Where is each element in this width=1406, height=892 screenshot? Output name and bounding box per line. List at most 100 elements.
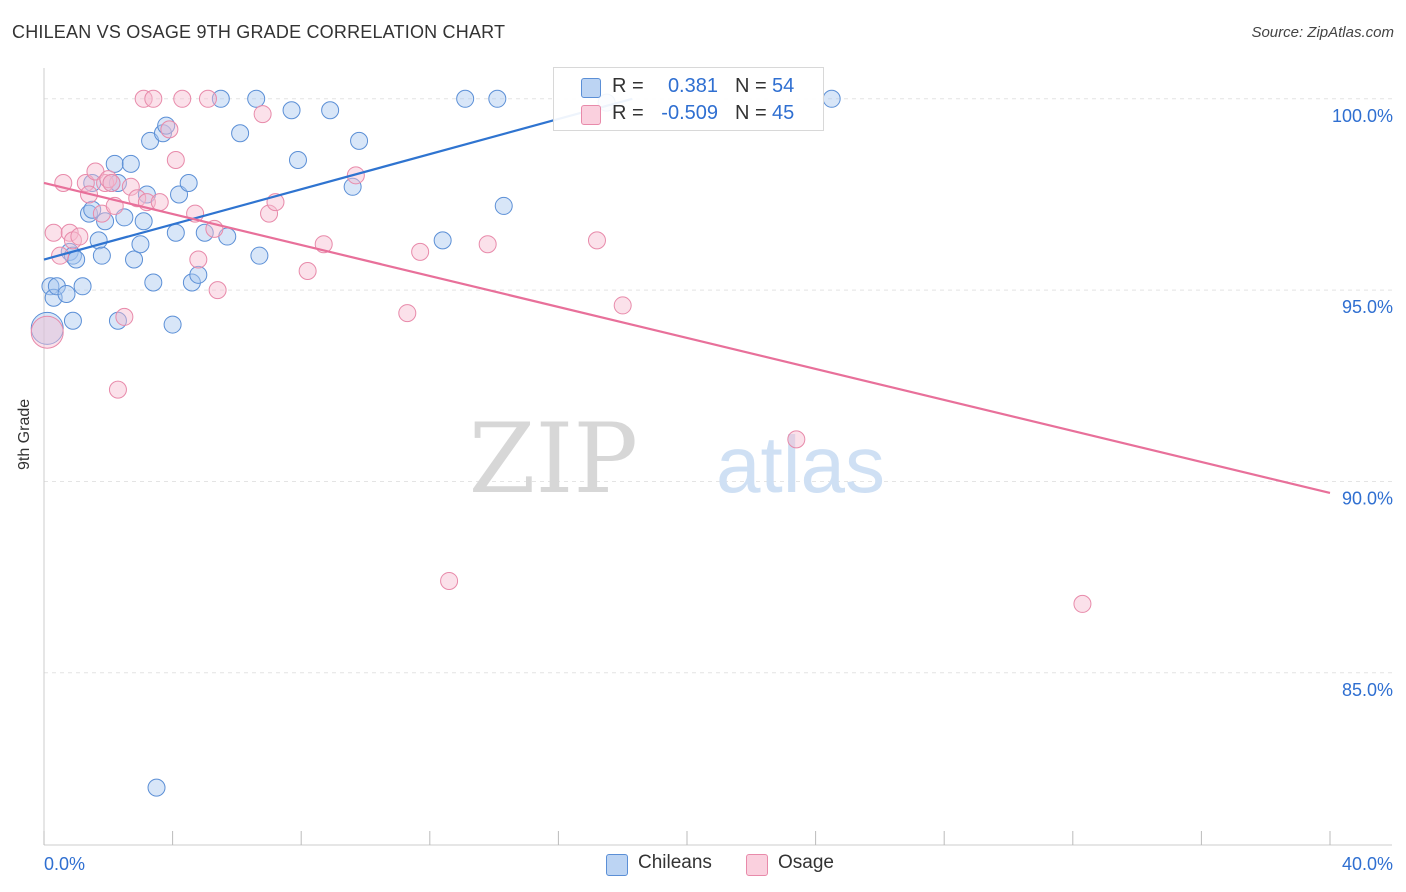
osage-point [144, 89, 163, 108]
legend-n-label: N = [735, 75, 767, 97]
osage-point [1073, 594, 1092, 613]
y-tick-label: 85.0% [1342, 680, 1393, 700]
legend-r-label: R = [612, 75, 644, 97]
osage-point [260, 204, 279, 223]
chilean-point [170, 185, 189, 204]
watermark: ZIP atlas [469, 403, 885, 515]
y-axis-label: 9th Grade [16, 398, 33, 470]
y-tick-label: 95.0% [1342, 297, 1393, 317]
grid-lines [44, 98, 1392, 674]
osage-point [478, 235, 497, 254]
chilean-point [125, 250, 144, 269]
trend-lines [43, 97, 1331, 495]
legend-swatch-pink [581, 105, 601, 125]
chilean-point [182, 273, 201, 292]
x-tick-label: 40.0% [1342, 854, 1393, 874]
legend-swatch-blue [606, 854, 628, 876]
chilean-point [131, 235, 150, 254]
watermark-atlas: atlas [716, 420, 885, 509]
osage-point [166, 151, 185, 170]
chilean-point [343, 177, 362, 196]
osage-point [44, 223, 63, 242]
chilean-point [57, 284, 76, 303]
legend-label-osage: Osage [778, 852, 834, 873]
chilean-point [250, 246, 269, 265]
chilean-point [189, 265, 208, 284]
chilean-point [231, 124, 250, 143]
chart-source: Source: ZipAtlas.com [1251, 24, 1394, 41]
chilean-point [73, 277, 92, 296]
osage-point [150, 193, 169, 212]
legend-r-value: 0.381 [667, 75, 718, 97]
osage-point [198, 89, 217, 108]
chilean-point [321, 101, 340, 120]
legend-r-value: -0.509 [661, 102, 718, 124]
chilean-point [822, 89, 841, 108]
osage-point [115, 307, 134, 326]
data-points [30, 89, 1092, 797]
y-tick-label: 90.0% [1342, 488, 1393, 508]
chilean-point [134, 212, 153, 231]
chilean-point [195, 223, 214, 242]
chilean-point [247, 89, 266, 108]
correlation-legend: R = 0.381 N = 54 R = -0.509 N = 45 [553, 67, 824, 131]
osage-point [134, 89, 153, 108]
legend-swatch-pink [746, 854, 768, 876]
osage-point [76, 173, 95, 192]
osage-point [121, 177, 140, 196]
legend-r-label: R = [612, 102, 644, 124]
chilean-point [350, 131, 369, 150]
chilean-point [211, 89, 230, 108]
watermark-zip: ZIP [469, 403, 638, 515]
chilean-point [67, 250, 86, 269]
chilean-point [456, 89, 475, 108]
chilean-point [83, 200, 102, 219]
chilean-point [105, 154, 124, 173]
chilean-point [179, 173, 198, 192]
chilean-point [147, 778, 166, 797]
chilean-point [47, 277, 66, 296]
tick-labels: 100.0% 95.0% 90.0% 85.0% 0.0% 40.0% [44, 106, 1393, 874]
osage-point [70, 227, 89, 246]
axes [43, 68, 1392, 846]
osage-point [298, 261, 317, 280]
osage-point [108, 380, 127, 399]
osage-point [440, 571, 459, 590]
chilean-point [494, 196, 513, 215]
chilean-point [144, 273, 163, 292]
chilean-point [282, 101, 301, 120]
legend-n-value: 54 [772, 75, 795, 97]
chilean-point [63, 311, 82, 330]
legend-label-chileans: Chileans [638, 852, 712, 873]
chilean-point [92, 246, 111, 265]
y-tick-label: 100.0% [1332, 106, 1393, 126]
osage-trend-line [43, 181, 1331, 495]
osage-point [30, 315, 64, 349]
osage-point [189, 250, 208, 269]
osage-point [613, 296, 632, 315]
chilean-point [115, 208, 134, 227]
osage-point [102, 173, 121, 192]
chart-title: CHILEAN VS OSAGE 9TH GRADE CORRELATION C… [12, 22, 506, 42]
legend-swatch-blue [581, 78, 601, 98]
osage-point [128, 189, 147, 208]
chilean-point [433, 231, 452, 250]
osage-point [173, 89, 192, 108]
chilean-point [163, 315, 182, 334]
osage-point [398, 304, 417, 323]
osage-point [160, 120, 179, 139]
osage-point [208, 281, 227, 300]
chilean-trend-line [43, 97, 633, 261]
chilean-point [488, 89, 507, 108]
legend-n-value: 45 [772, 102, 795, 124]
series-legend: Chileans Osage [0, 852, 1406, 880]
x-tick-label: 0.0% [44, 854, 85, 874]
osage-point [253, 105, 272, 124]
osage-point [587, 231, 606, 250]
chilean-point [288, 151, 307, 170]
chilean-point [41, 277, 60, 296]
osage-point [787, 430, 806, 449]
legend-n-label: N = [735, 102, 767, 124]
osage-point [411, 242, 430, 261]
